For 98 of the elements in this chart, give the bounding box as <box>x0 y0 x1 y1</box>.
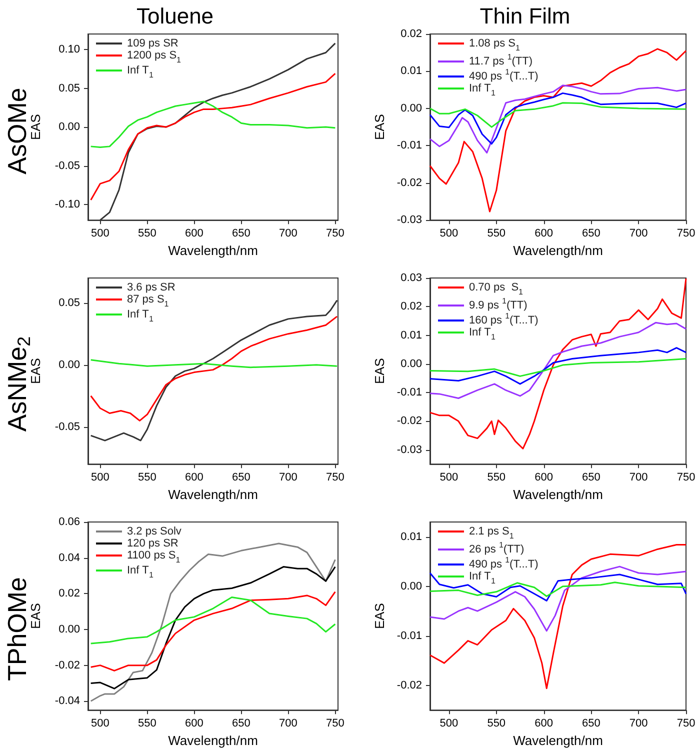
y-tick-label: 0.01 <box>400 65 422 78</box>
x-axis-title: Wavelength/nm <box>168 243 258 258</box>
x-tick-label: 600 <box>185 718 204 730</box>
x-tick-label: 700 <box>279 472 298 484</box>
legend-label: 120 ps SR <box>127 538 178 550</box>
y-axis-title: EAS <box>372 602 387 630</box>
y-tick-label: -0.01 <box>396 630 422 642</box>
y-tick-label: 0.05 <box>58 296 80 309</box>
y-tick-label: 0.00 <box>58 121 80 134</box>
x-tick-label: 500 <box>91 472 110 484</box>
line-series <box>90 566 336 690</box>
line-series <box>90 72 336 201</box>
x-axis-title: Wavelength/nm <box>513 733 603 748</box>
y-tick-label: 0.00 <box>58 358 80 371</box>
line-series <box>429 102 687 128</box>
line-series <box>429 358 687 377</box>
y-tick-label: -0.10 <box>54 198 80 211</box>
line-series <box>90 591 336 672</box>
line-series <box>429 84 687 154</box>
y-axis-title: EAS <box>372 114 387 140</box>
x-tick-label: 600 <box>185 228 204 240</box>
line-series <box>429 92 687 145</box>
line-series <box>90 316 338 422</box>
x-tick-label: 550 <box>487 718 506 730</box>
y-tick-label: -0.04 <box>54 695 80 708</box>
y-tick-label: 0.00 <box>58 623 80 636</box>
y-tick-label: -0.03 <box>396 444 422 456</box>
line-series <box>429 347 687 385</box>
y-tick-label: 0.00 <box>400 580 422 592</box>
x-tick-label: 550 <box>487 228 506 240</box>
x-tick-label: 500 <box>91 718 110 730</box>
x-tick-label: 750 <box>676 472 696 484</box>
x-tick-label: 700 <box>629 472 648 484</box>
line-series <box>429 544 687 690</box>
x-tick-label: 700 <box>629 718 648 730</box>
x-tick-label: 700 <box>279 228 298 240</box>
x-tick-label: 650 <box>582 718 600 730</box>
line-series <box>429 572 687 602</box>
y-tick-label: 0.02 <box>58 588 80 600</box>
line-series <box>90 596 336 644</box>
chart-title: Toluene <box>136 4 214 28</box>
y-tick-label: 0.01 <box>400 530 422 543</box>
x-tick-label: 500 <box>91 228 110 240</box>
x-tick-label: 700 <box>279 718 298 730</box>
y-tick-label: -0.02 <box>396 176 422 189</box>
x-tick-label: 500 <box>440 718 458 730</box>
x-tick-label: 750 <box>326 472 344 484</box>
y-tick-label: 0.03 <box>400 272 422 284</box>
y-tick-label: 0.00 <box>400 358 422 370</box>
y-tick-label: 0.04 <box>58 552 80 564</box>
line-series <box>90 359 338 368</box>
y-tick-label: 0.01 <box>400 329 422 342</box>
x-tick-label: 650 <box>582 472 600 484</box>
line-series <box>429 278 687 450</box>
x-axis-title: Wavelength/nm <box>168 733 258 748</box>
x-tick-label: 650 <box>232 718 250 730</box>
x-tick-label: 550 <box>138 472 156 484</box>
x-tick-label: 600 <box>534 718 553 730</box>
x-tick-label: 600 <box>534 472 553 484</box>
x-tick-label: 750 <box>676 718 696 730</box>
y-tick-label: 0.06 <box>58 516 80 528</box>
y-tick-label: -0.01 <box>396 386 422 399</box>
x-tick-label: 750 <box>326 228 344 240</box>
x-tick-label: 700 <box>629 228 648 240</box>
x-tick-label: 500 <box>440 472 458 484</box>
y-tick-label: -0.02 <box>396 415 422 428</box>
x-tick-label: 600 <box>185 472 204 484</box>
x-tick-label: 550 <box>138 718 156 730</box>
x-tick-label: 650 <box>582 228 600 240</box>
line-series <box>429 582 687 597</box>
y-tick-label: -0.01 <box>396 140 422 152</box>
y-tick-label: 0.02 <box>400 300 422 313</box>
legend-label: 3.6 ps SR <box>127 282 176 294</box>
y-tick-label: 0.00 <box>400 102 422 114</box>
x-tick-label: 650 <box>232 472 250 484</box>
x-tick-label: 650 <box>232 228 250 240</box>
y-tick-label: -0.02 <box>396 679 422 692</box>
y-tick-label: -0.05 <box>54 420 80 433</box>
y-tick-label: -0.03 <box>396 214 422 226</box>
x-tick-label: 500 <box>440 228 458 240</box>
x-tick-label: 550 <box>487 472 506 484</box>
x-axis-title: Wavelength/nm <box>513 243 603 258</box>
x-tick-label: 750 <box>676 228 696 240</box>
x-tick-label: 750 <box>326 718 344 730</box>
x-axis-title: Wavelength/nm <box>513 487 603 502</box>
y-axis-title: EAS <box>372 358 387 384</box>
x-axis-title: Wavelength/nm <box>168 487 258 502</box>
y-tick-label: 0.10 <box>58 44 80 56</box>
y-tick-label: 0.02 <box>400 28 422 40</box>
legend-label: 3.2 ps Solv <box>127 526 182 538</box>
y-tick-label: -0.05 <box>54 160 80 172</box>
x-tick-label: 600 <box>534 228 553 240</box>
chart-title: Thin Film <box>480 4 570 28</box>
x-tick-label: 550 <box>138 228 156 240</box>
line-series <box>90 100 336 148</box>
y-tick-label: -0.02 <box>54 659 80 672</box>
legend-label: 109 ps SR <box>127 38 178 50</box>
y-tick-label: 0.05 <box>58 82 80 94</box>
